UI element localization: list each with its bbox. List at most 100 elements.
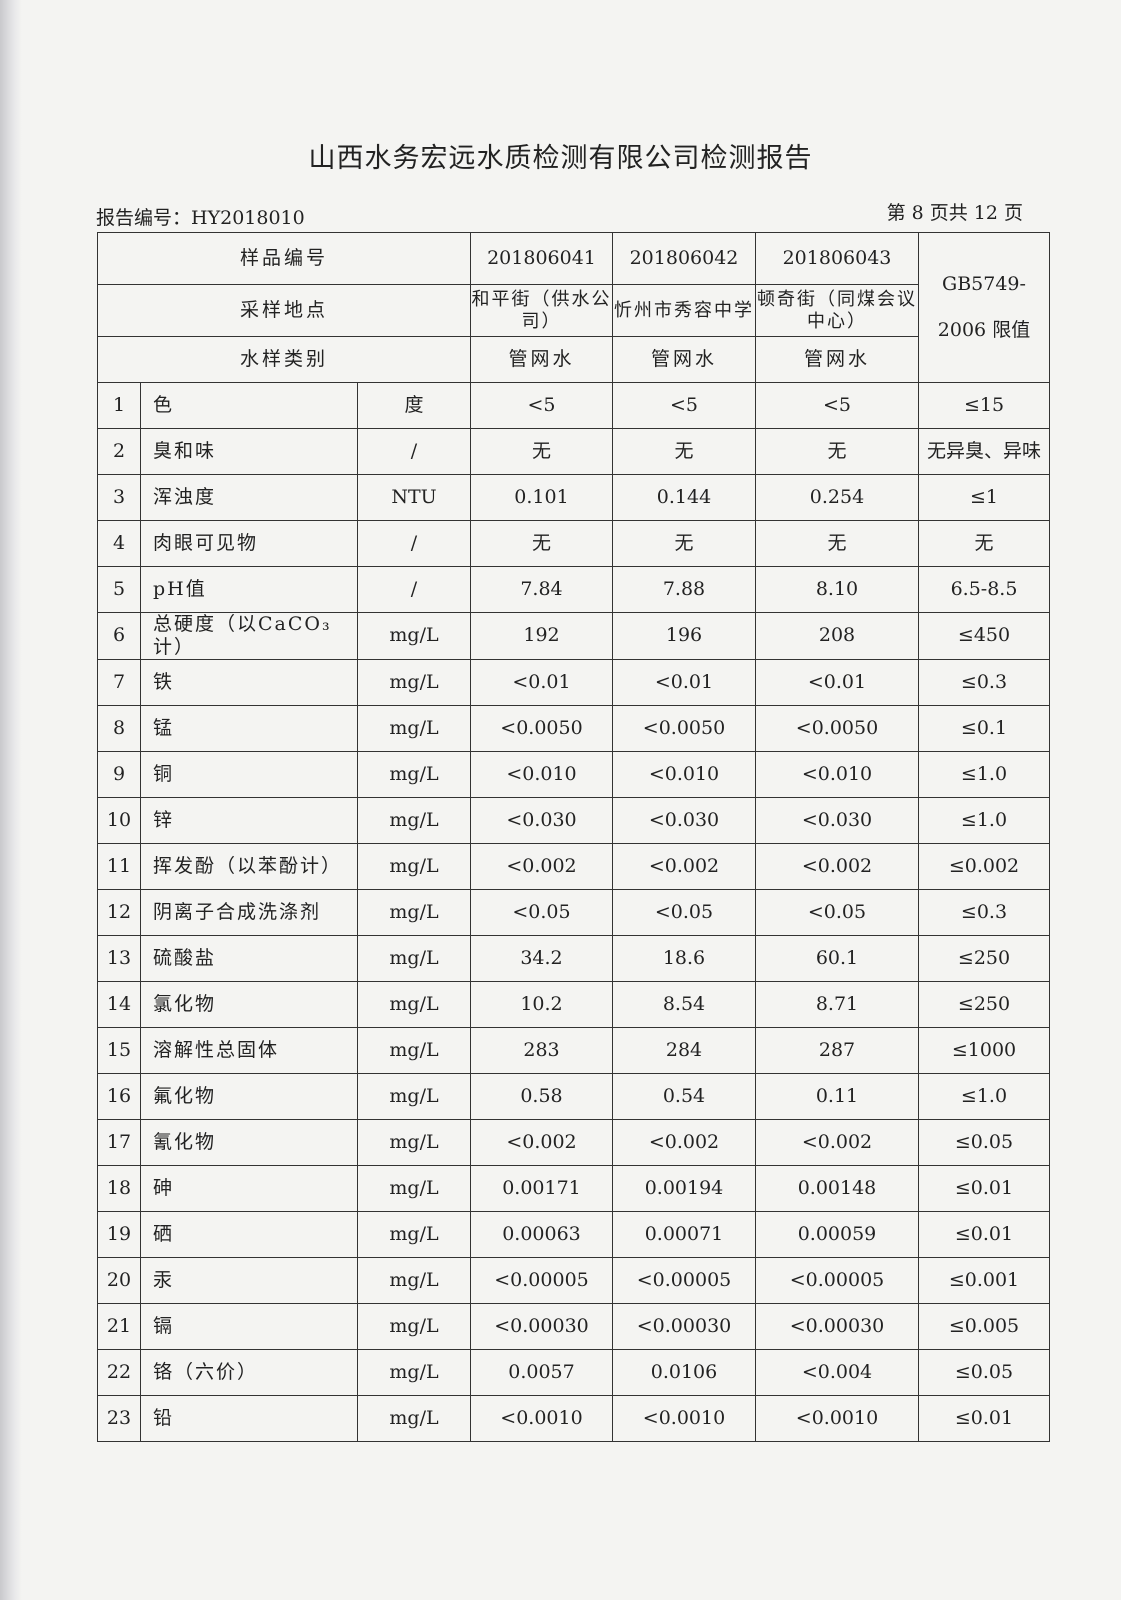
item-name: 溶解性总固体	[140, 1026, 358, 1074]
value-sample-2: 284	[612, 1026, 756, 1074]
value-sample-2: 18.6	[612, 934, 756, 982]
limit-value: ≤0.3	[918, 658, 1050, 706]
value-sample-3: 无	[755, 428, 919, 475]
unit: /	[357, 520, 471, 567]
table-row: 4 肉眼可见物 / 无无无无	[97, 520, 1050, 567]
table-row: 18 砷 mg/L 0.00171 0.00194 0.00148 ≤0.01	[97, 1164, 1050, 1212]
unit: mg/L	[357, 1026, 471, 1074]
item-number: 14	[97, 980, 141, 1028]
value-sample-3: 8.71	[755, 980, 919, 1028]
item-name: 砷	[140, 1164, 358, 1212]
item-name: 阴离子合成洗涤剂	[140, 888, 358, 936]
table-row: 23 铅 mg/L <0.0010 <0.0010 <0.0010 ≤0.01	[97, 1394, 1050, 1442]
standard-label: GB5749-2006 限值	[918, 232, 1050, 383]
value-sample-1: <0.002	[470, 1118, 613, 1166]
value-sample-1: 34.2	[470, 934, 613, 982]
unit: mg/L	[357, 1118, 471, 1166]
limit-value: ≤0.05	[918, 1348, 1050, 1396]
item-name: 铜	[140, 750, 358, 798]
value-sample-1: <0.00030	[470, 1302, 613, 1350]
document-title: 山西水务宏远水质检测有限公司检测报告	[308, 143, 813, 174]
item-number: 15	[97, 1026, 141, 1074]
unit: 度	[357, 382, 471, 429]
item-number: 13	[97, 934, 141, 982]
value-sample-1: <0.002	[470, 842, 613, 890]
value-sample-3: 8.10	[755, 566, 919, 613]
item-number: 18	[97, 1164, 141, 1212]
value-sample-2: 0.144	[612, 474, 756, 521]
table-row: 22 铬（六价） mg/L 0.0057 0.0106 <0.004 ≤0.05	[97, 1348, 1050, 1396]
item-name: 氰化物	[140, 1118, 358, 1166]
unit: mg/L	[357, 1348, 471, 1396]
value-sample-2: 无	[612, 428, 756, 475]
item-number: 8	[97, 704, 141, 752]
item-number: 20	[97, 1256, 141, 1304]
table-row: 15 溶解性总固体 mg/L 283 284 287 ≤1000	[97, 1026, 1050, 1074]
table-row: 3 浑浊度 NTU 0.101 0.144 0.254 ≤1	[97, 474, 1050, 521]
value-sample-2: <0.030	[612, 796, 756, 844]
table-row: 2 臭和味 / 无无无无异臭、异味	[97, 428, 1050, 475]
sample-location: 忻州市秀容中学	[612, 284, 756, 337]
unit: /	[357, 566, 471, 613]
value-sample-3: <0.030	[755, 796, 919, 844]
value-sample-2: 0.54	[612, 1072, 756, 1120]
value-sample-3: <0.05	[755, 888, 919, 936]
sample-no-label: 样品编号	[97, 232, 471, 285]
limit-value: ≤250	[918, 934, 1050, 982]
table-row: 11 挥发酚（以苯酚计） mg/L <0.002 <0.002 <0.002 ≤0.002	[97, 842, 1050, 890]
value-sample-3: 无	[755, 520, 919, 567]
value-sample-1: <0.05	[470, 888, 613, 936]
unit: mg/L	[357, 934, 471, 982]
sample-no: 201806042	[612, 232, 756, 285]
value-sample-2: 0.00071	[612, 1210, 756, 1258]
sample-location: 和平街（供水公司）	[470, 284, 613, 337]
unit: mg/L	[357, 1256, 471, 1304]
item-number: 2	[97, 428, 141, 475]
item-name: pH值	[140, 566, 358, 613]
value-sample-3: <0.002	[755, 842, 919, 890]
value-sample-3: <0.0050	[755, 704, 919, 752]
item-number: 5	[97, 566, 141, 613]
limit-value: ≤0.005	[918, 1302, 1050, 1350]
type-label: 水样类别	[97, 336, 471, 383]
unit: mg/L	[357, 750, 471, 798]
value-sample-3: <0.01	[755, 658, 919, 706]
item-number: 21	[97, 1302, 141, 1350]
value-sample-1: <0.00005	[470, 1256, 613, 1304]
item-number: 12	[97, 888, 141, 936]
value-sample-1: 7.84	[470, 566, 613, 613]
sample-type: 管网水	[470, 336, 613, 383]
limit-value: ≤250	[918, 980, 1050, 1028]
item-name: 汞	[140, 1256, 358, 1304]
table-row: 14 氯化物 mg/L 10.2 8.54 8.71 ≤250	[97, 980, 1050, 1028]
value-sample-2: 7.88	[612, 566, 756, 613]
value-sample-2: 8.54	[612, 980, 756, 1028]
unit: mg/L	[357, 842, 471, 890]
item-number: 7	[97, 658, 141, 706]
value-sample-3: <0.00030	[755, 1302, 919, 1350]
value-sample-2: <0.010	[612, 750, 756, 798]
limit-value: ≤0.3	[918, 888, 1050, 936]
value-sample-1: 0.101	[470, 474, 613, 521]
item-name: 铁	[140, 658, 358, 706]
report-number: 报告编号：HY2018010	[96, 207, 305, 229]
table-row: 9 铜 mg/L <0.010 <0.010 <0.010 ≤1.0	[97, 750, 1050, 798]
value-sample-1: <0.030	[470, 796, 613, 844]
value-sample-3: <0.002	[755, 1118, 919, 1166]
item-name: 总硬度（以CaCO₃计）	[140, 612, 358, 660]
limit-value: ≤0.01	[918, 1394, 1050, 1442]
value-sample-2: <5	[612, 382, 756, 429]
item-name: 硒	[140, 1210, 358, 1258]
value-sample-1: 192	[470, 612, 613, 660]
value-sample-2: 0.0106	[612, 1348, 756, 1396]
item-name: 铬（六价）	[140, 1348, 358, 1396]
value-sample-2: <0.002	[612, 1118, 756, 1166]
item-name: 硫酸盐	[140, 934, 358, 982]
sample-no: 201806043	[755, 232, 919, 285]
table-row: 6 总硬度（以CaCO₃计） mg/L 192 196 208 ≤450	[97, 612, 1050, 660]
unit: mg/L	[357, 888, 471, 936]
sample-no: 201806041	[470, 232, 613, 285]
value-sample-2: <0.05	[612, 888, 756, 936]
location-label: 采样地点	[97, 284, 471, 337]
value-sample-1: <0.01	[470, 658, 613, 706]
